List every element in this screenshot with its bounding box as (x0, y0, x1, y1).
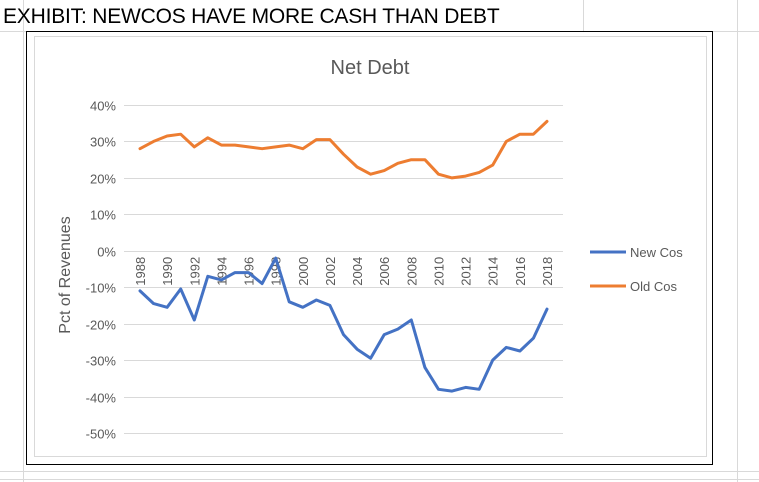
y-tick-label: -20% (86, 318, 117, 333)
legend-label-new-cos: New Cos (630, 245, 683, 260)
x-tick-label: 2014 (486, 257, 501, 286)
x-tick-labels: 1988 1990 1992 1994 1996 1998 2000 2002 2004 2006… (133, 257, 555, 286)
x-tick-label: 2018 (540, 257, 555, 286)
x-tick-label: 2004 (350, 257, 365, 286)
x-tick-label: 2002 (323, 257, 338, 286)
y-tick-label: -40% (86, 391, 117, 406)
y-axis-title: Pct of Revenues (57, 216, 74, 333)
series-line-new-cos (138, 256, 549, 393)
x-tick-label: 1992 (187, 257, 202, 286)
legend: New Cos Old Cos (590, 245, 683, 294)
x-tick-label: 2010 (431, 257, 446, 286)
x-tick-label: 2006 (377, 257, 392, 286)
chart-title: Net Debt (331, 57, 410, 79)
y-tick-label: 30% (90, 135, 116, 150)
x-tick-label: 2000 (296, 257, 311, 286)
y-tick-labels: 40% 30% 20% 10% 0% -10% -20% -30% -40% -50% (86, 99, 117, 442)
y-tick-label: -50% (86, 427, 117, 442)
exhibit-title: EXHIBIT: NEWCOS HAVE MORE CASH THAN DEBT (3, 5, 500, 28)
y-tick-label: 20% (90, 172, 116, 187)
x-tick-label: 2016 (513, 257, 528, 286)
series-lines (138, 119, 549, 393)
y-gridlines (124, 105, 563, 434)
x-tick-label: 2012 (459, 257, 474, 286)
legend-label-old-cos: Old Cos (630, 279, 677, 294)
chart-area-border (34, 36, 707, 457)
y-tick-label: 10% (90, 208, 116, 223)
x-tick-label: 1990 (160, 257, 175, 286)
y-tick-label: -10% (86, 281, 117, 296)
y-tick-label: 0% (97, 245, 116, 260)
y-tick-label: -30% (86, 354, 117, 369)
x-tick-label: 1988 (133, 257, 148, 286)
y-tick-label: 40% (90, 99, 116, 114)
x-tick-label: 1994 (214, 257, 229, 286)
series-line-old-cos (138, 119, 549, 180)
x-tick-label: 2008 (404, 257, 419, 286)
